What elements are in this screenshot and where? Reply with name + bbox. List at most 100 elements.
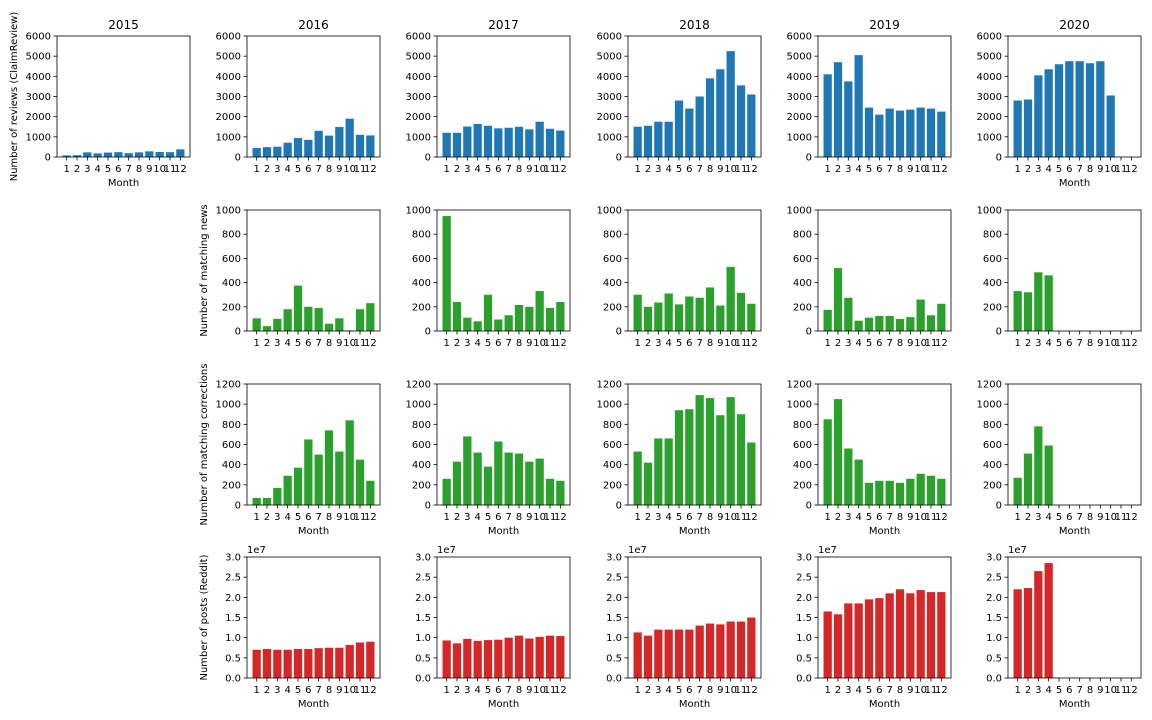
x-tick-label: 1 [634, 338, 640, 349]
bar-news-2017-m4 [473, 321, 482, 331]
x-tick-label: 10 [724, 685, 737, 696]
bar-corrections-2017-m6 [494, 441, 503, 505]
x-tick-label: 10 [533, 338, 546, 349]
x-tick-label: 1 [63, 164, 69, 175]
bar-posts-2016-m4 [283, 649, 292, 678]
bar-corrections-2017-m8 [514, 453, 524, 505]
x-tick-label: 2 [645, 338, 651, 349]
x-tick-label: 1 [824, 685, 830, 696]
bar-reviews-2019-m4 [854, 55, 863, 157]
y-tick-label: 1.0 [986, 633, 1002, 644]
x-tick-label: 10 [724, 338, 737, 349]
bar-corrections-2017-m11 [545, 478, 555, 505]
x-tick-label: 9 [717, 164, 723, 175]
x-tick-label: 9 [907, 164, 913, 175]
x-tick-label: 1 [253, 685, 259, 696]
bar-posts-2018-m1 [633, 632, 642, 678]
x-tick-label: 11 [354, 164, 367, 175]
bar-reviews-2017-m1 [442, 132, 451, 157]
bar-corrections-2018-m8 [705, 398, 715, 505]
x-tick-label: 6 [495, 512, 501, 523]
bar-news-2019-m11 [926, 315, 936, 331]
x-tick-label: 11 [544, 685, 557, 696]
y-tick-label: 3.0 [415, 553, 431, 564]
bar-reviews-2020-m2 [1023, 99, 1033, 157]
x-tick-label: 7 [1076, 164, 1082, 175]
bar-corrections-2017-m7 [504, 452, 513, 505]
x-tick-label: 7 [315, 164, 321, 175]
bar-reviews-2019-m10 [916, 107, 925, 157]
y-tick-label: 1000 [787, 206, 812, 217]
x-tick-label: 9 [336, 685, 342, 696]
bar-news-2018-m8 [705, 287, 715, 331]
x-tick-label: 4 [284, 512, 290, 523]
x-tick-label: 1 [634, 164, 640, 175]
x-tick-label: 11 [1115, 338, 1128, 349]
x-tick-label: 4 [474, 164, 480, 175]
y-tick-label: 4000 [787, 72, 812, 83]
x-tick-label: 3 [464, 512, 470, 523]
x-tick-label: 11 [735, 164, 748, 175]
bar-reviews-2018-m11 [736, 85, 746, 157]
bar-corrections-2017-m12 [556, 480, 565, 505]
y-tick-label: 5000 [597, 52, 622, 63]
bar-posts-2019-m10 [916, 590, 925, 678]
y-axis-label: Number of matching news [199, 204, 210, 336]
bar-corrections-2019-m11 [926, 475, 936, 505]
x-tick-label: 10 [914, 164, 927, 175]
bar-reviews-2016-m2 [262, 147, 272, 157]
x-tick-label: 3 [845, 164, 851, 175]
bar-corrections-2018-m2 [643, 462, 653, 505]
y-tick-label: 6000 [26, 32, 51, 43]
x-tick-label: 7 [696, 685, 702, 696]
bar-corrections-2018-m11 [736, 414, 746, 505]
x-tick-label: 11 [1115, 164, 1128, 175]
x-tick-label: 2 [454, 685, 460, 696]
x-tick-label: 11 [925, 164, 938, 175]
x-tick-label: 3 [845, 685, 851, 696]
plot-frame [436, 209, 571, 332]
y-tick-label: 1000 [977, 132, 1002, 143]
bar-news-2017-m6 [494, 319, 503, 331]
x-tick-label: 11 [544, 338, 557, 349]
x-tick-label: 9 [526, 164, 532, 175]
y-tick-label: 0 [425, 327, 431, 338]
x-tick-label: 3 [274, 338, 280, 349]
bar-posts-2018-m11 [736, 621, 746, 678]
x-tick-label: 2 [835, 512, 841, 523]
x-tick-label: 3 [655, 338, 661, 349]
bar-reviews-2016-m8 [324, 135, 334, 157]
bar-posts-2016-m1 [252, 649, 261, 678]
bar-reviews-2016-m3 [273, 146, 282, 157]
x-tick-label: 7 [886, 164, 892, 175]
x-tick-label: 8 [136, 164, 142, 175]
y-tick-label: 400 [222, 460, 241, 471]
bar-posts-2019-m1 [823, 611, 832, 678]
bar-corrections-2018-m12 [747, 442, 756, 505]
y-scale-label: 1e7 [1008, 545, 1027, 556]
bar-news-2019-m12 [937, 303, 946, 331]
bar-news-2016-m12 [366, 303, 375, 331]
bar-posts-2018-m8 [705, 623, 715, 678]
x-tick-label: 5 [676, 512, 682, 523]
y-tick-label: 400 [983, 278, 1002, 289]
bar-corrections-2018-m10 [726, 397, 735, 505]
bar-corrections-2018-m4 [664, 438, 673, 505]
bar-posts-2019-m8 [895, 589, 905, 678]
bar-reviews-2020-m8 [1085, 63, 1095, 157]
y-scale-label: 1e7 [818, 545, 837, 556]
y-tick-label: 1000 [216, 400, 241, 411]
x-tick-label: 5 [866, 164, 872, 175]
bar-news-2019-m4 [854, 320, 863, 331]
bar-corrections-2016-m12 [366, 480, 375, 505]
x-tick-label: 8 [897, 512, 903, 523]
y-scale-label: 1e7 [437, 545, 456, 556]
bar-reviews-2018-m6 [685, 108, 694, 157]
bar-reviews-2015-m5 [103, 152, 113, 157]
x-tick-label: 3 [84, 164, 90, 175]
x-tick-label: 2 [835, 685, 841, 696]
bar-news-2020-m2 [1023, 292, 1033, 331]
